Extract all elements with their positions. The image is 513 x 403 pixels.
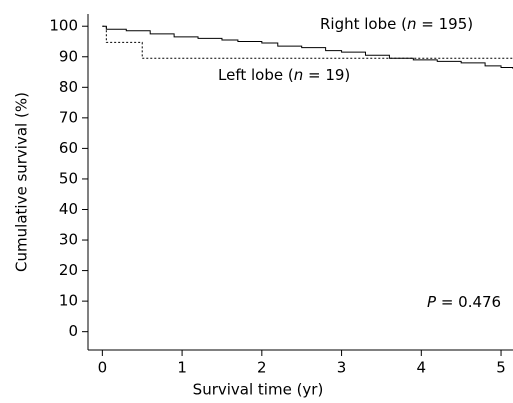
y-tick-label: 30 <box>59 231 78 249</box>
y-tick-label: 50 <box>59 169 78 187</box>
x-tick-label: 1 <box>177 359 187 377</box>
x-tick-label: 3 <box>337 359 347 377</box>
y-tick-label: 20 <box>59 261 78 279</box>
y-tick-label: 80 <box>59 78 78 96</box>
x-tick-label: 0 <box>98 359 108 377</box>
annotation-text: = 195) <box>417 15 474 33</box>
annotation: Right lobe (n = 195) <box>320 15 473 33</box>
annotation-text: n <box>294 66 304 84</box>
x-tick-label: 2 <box>257 359 267 377</box>
y-tick-label: 10 <box>59 292 78 310</box>
annotation-text: = 19) <box>303 66 350 84</box>
y-tick-label: 70 <box>59 108 78 126</box>
annotation-text: = 0.476 <box>436 293 501 311</box>
y-tick-label: 90 <box>59 47 78 65</box>
annotation-text: Left lobe ( <box>218 66 294 84</box>
annotation-text: n <box>407 15 417 33</box>
y-tick-label: 60 <box>59 139 78 157</box>
y-tick-label: 40 <box>59 200 78 218</box>
survival-curve <box>102 25 513 59</box>
y-tick-label: 100 <box>49 17 78 35</box>
y-axis-label: Cumulative survival (%) <box>13 92 31 272</box>
x-tick-label: 5 <box>496 359 506 377</box>
y-tick-label: 0 <box>68 322 78 340</box>
x-tick-label: 4 <box>417 359 427 377</box>
survival-curve <box>102 25 513 69</box>
x-axis-label: Survival time (yr) <box>193 381 324 399</box>
annotation: P = 0.476 <box>427 293 501 311</box>
annotation-text: P <box>427 293 437 311</box>
annotation-text: Right lobe ( <box>320 15 407 33</box>
annotation: Left lobe (n = 19) <box>218 66 350 84</box>
